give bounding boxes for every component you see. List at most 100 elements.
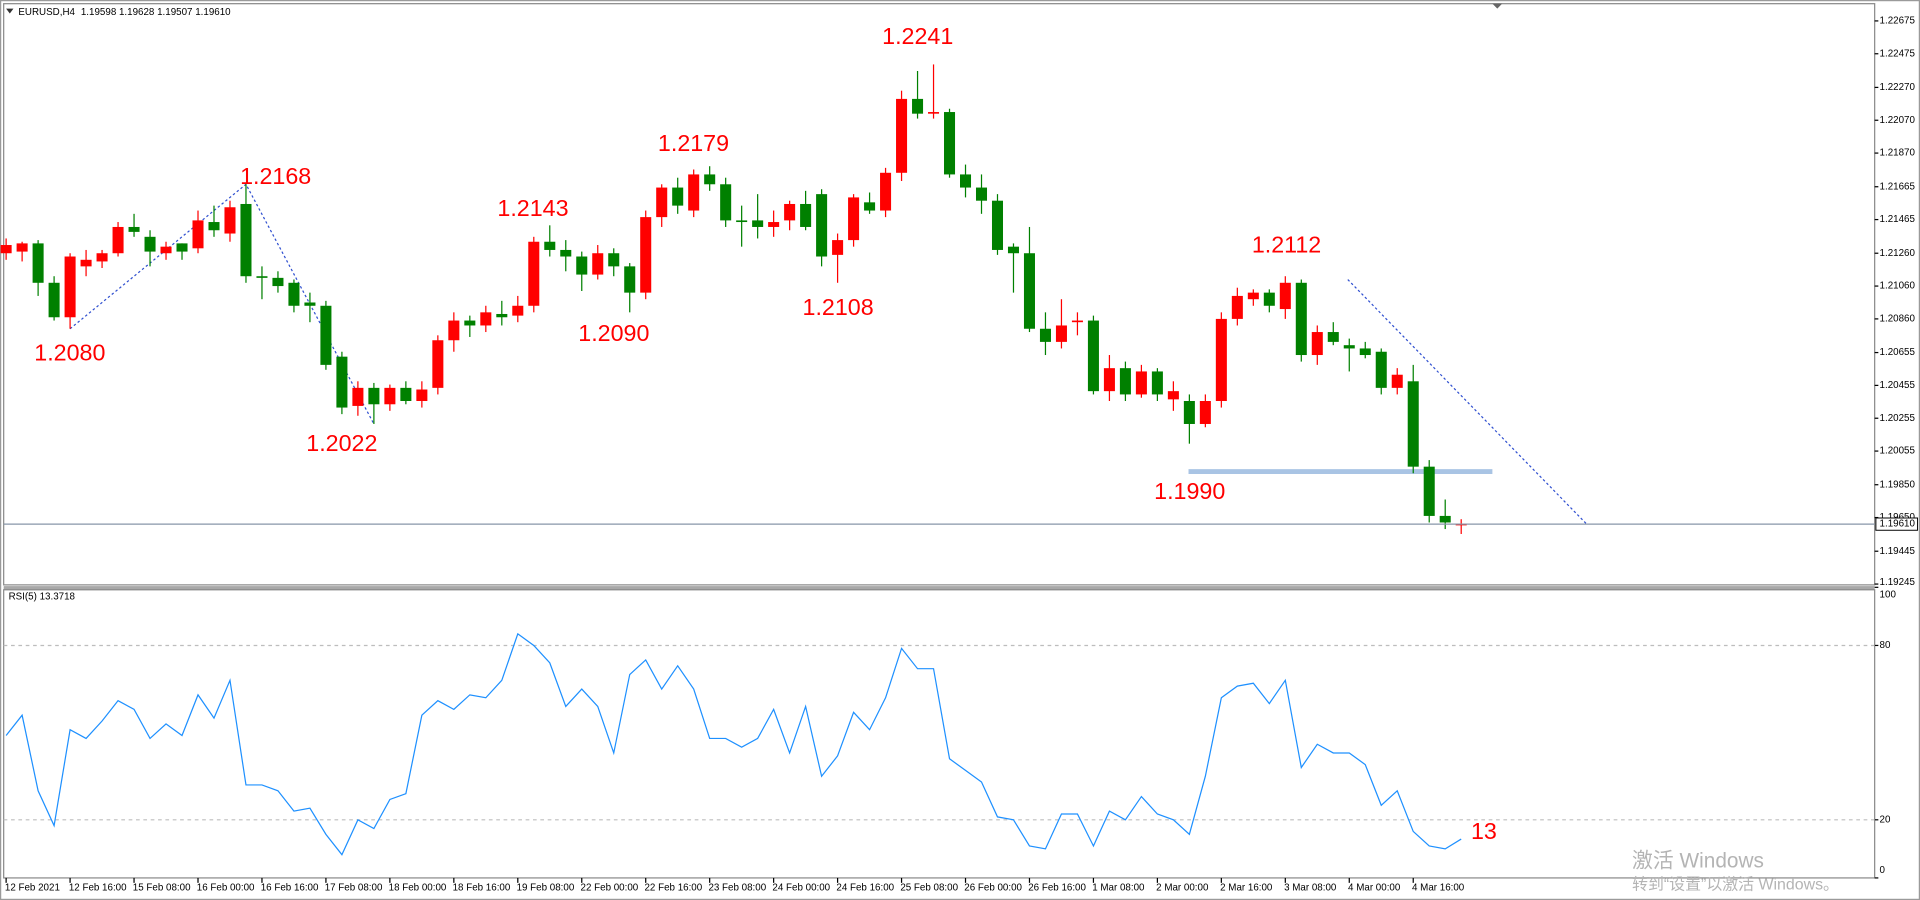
price-annotation: 1.2168 <box>240 163 311 189</box>
candle-body <box>704 174 716 185</box>
candle-body <box>1215 318 1227 401</box>
candle-body <box>640 217 652 293</box>
y-tick-label: 1.21665 <box>1880 181 1916 192</box>
x-tick-label: 15 Feb 08:00 <box>133 882 191 893</box>
x-tick-label: 12 Feb 16:00 <box>69 882 127 893</box>
candle-body <box>991 200 1004 250</box>
y-tick-label: 100 <box>1880 589 1897 600</box>
candle-body <box>624 266 636 293</box>
y-tick-label: 20 <box>1880 814 1891 825</box>
price-annotation: 1.1990 <box>1154 478 1225 504</box>
panel-separator <box>3 586 1875 590</box>
candle-body <box>1391 374 1403 388</box>
candle-body <box>720 184 732 221</box>
ohlc-readout: 1.19598 1.19628 1.19507 1.19610 <box>81 7 231 18</box>
candle-body <box>160 246 172 254</box>
candle-body <box>112 226 124 254</box>
x-tick-label: 17 Feb 08:00 <box>325 882 383 893</box>
x-tick-label: 26 Feb 00:00 <box>964 882 1022 893</box>
x-tick-label: 22 Feb 00:00 <box>581 882 639 893</box>
y-tick-label: 1.22475 <box>1880 48 1916 59</box>
y-tick-label: 1.21060 <box>1880 281 1916 292</box>
candle-body <box>512 305 524 316</box>
price-annotation: 1.2112 <box>1252 232 1321 258</box>
candle-body <box>1263 292 1275 306</box>
candle-body <box>576 256 588 275</box>
menu-arrow[interactable] <box>6 8 14 14</box>
candle-body <box>688 174 700 211</box>
candle-body <box>496 313 508 318</box>
candle-body <box>368 387 380 405</box>
x-tick-label: 18 Feb 16:00 <box>453 882 511 893</box>
x-tick-label: 1 Mar 08:00 <box>1092 882 1145 893</box>
candle-body <box>1375 351 1387 388</box>
candle-body <box>1055 325 1067 342</box>
price-annotation: 1.2022 <box>306 430 377 456</box>
candle-body <box>192 220 204 249</box>
shift-marker <box>1492 3 1503 9</box>
candle-body <box>272 277 284 287</box>
y-tick-label: 1.20860 <box>1880 313 1916 324</box>
x-tick-label: 3 Mar 08:00 <box>1284 882 1337 893</box>
candle-body <box>1087 320 1099 392</box>
x-tick-label: 4 Mar 16:00 <box>1412 882 1465 893</box>
candle-body <box>800 203 812 227</box>
x-tick-label: 25 Feb 08:00 <box>900 882 958 893</box>
candle-body <box>16 243 28 252</box>
price-annotation: 1.2080 <box>34 340 105 366</box>
y-tick-label: 80 <box>1880 640 1891 651</box>
candle-body <box>1439 515 1451 523</box>
price-annotation: 1.2241 <box>882 23 953 49</box>
candle-body <box>768 222 780 227</box>
candle-body <box>544 241 556 250</box>
y-tick-label: 1.19850 <box>1880 479 1916 490</box>
candle-body <box>1343 345 1355 349</box>
x-tick-label: 2 Mar 00:00 <box>1156 882 1209 893</box>
candle-body <box>672 187 684 206</box>
candle-body <box>1151 371 1163 395</box>
candle-body <box>752 220 764 227</box>
x-tick-label: 16 Feb 16:00 <box>261 882 319 893</box>
candle-body <box>880 172 892 211</box>
candle-body <box>1311 332 1323 356</box>
price-panel <box>3 3 1876 586</box>
candle-body <box>1183 400 1195 424</box>
y-tick-label: 1.21870 <box>1880 148 1916 159</box>
x-tick-label: 23 Feb 08:00 <box>708 882 766 893</box>
y-tick-label: 1.19245 <box>1880 577 1916 588</box>
price-annotation: 1.2108 <box>803 294 874 320</box>
candle-body <box>1119 368 1131 395</box>
x-tick-label: 24 Feb 00:00 <box>772 882 830 893</box>
candle-body <box>1103 368 1115 392</box>
candle-body <box>1135 371 1147 395</box>
candle-body <box>48 282 60 318</box>
candle-body <box>448 320 460 341</box>
candle-body <box>928 112 940 114</box>
candle-body <box>384 387 396 405</box>
candle-body <box>96 253 108 262</box>
candle-body <box>128 226 140 232</box>
rsi-title: RSI(5) 13.3718 <box>9 592 76 603</box>
y-tick-label: 1.21260 <box>1880 248 1916 259</box>
candle-body <box>864 202 876 211</box>
candle-body <box>352 387 364 406</box>
candle-body <box>480 312 492 326</box>
candle-body <box>400 387 412 401</box>
candle-body <box>176 243 188 252</box>
y-tick-label: 0 <box>1880 865 1886 876</box>
watermark-title: 激活 Windows <box>1632 849 1764 872</box>
candle-body <box>464 320 476 326</box>
candle-body <box>320 305 332 365</box>
x-tick-label: 12 Feb 2021 <box>5 882 60 893</box>
candle-body <box>912 98 924 114</box>
candle-body <box>1199 400 1211 424</box>
candle-body <box>832 240 844 255</box>
candle-body <box>592 253 604 275</box>
candle-body <box>1039 328 1051 342</box>
candle-body <box>848 197 860 241</box>
x-tick-label: 24 Feb 16:00 <box>836 882 894 893</box>
candle-body <box>144 236 156 252</box>
candle-body <box>960 174 972 188</box>
